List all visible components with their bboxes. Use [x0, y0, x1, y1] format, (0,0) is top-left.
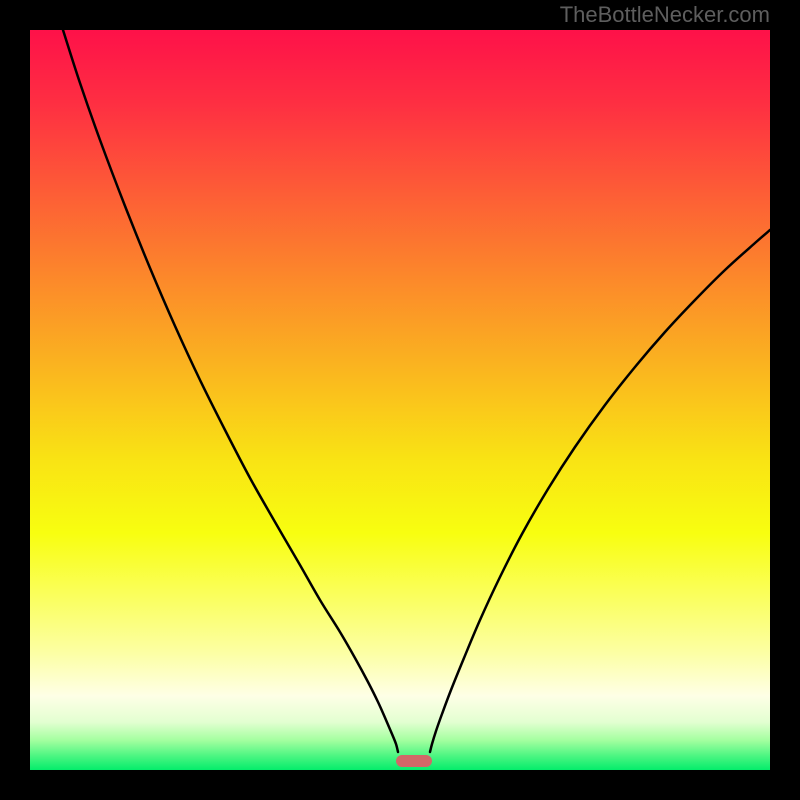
- chart-svg: TheBottleNecker.com: [0, 0, 800, 800]
- plot-area: [30, 30, 770, 770]
- watermark-text: TheBottleNecker.com: [560, 2, 770, 27]
- figure: TheBottleNecker.com: [0, 0, 800, 800]
- valley-marker: [396, 755, 432, 767]
